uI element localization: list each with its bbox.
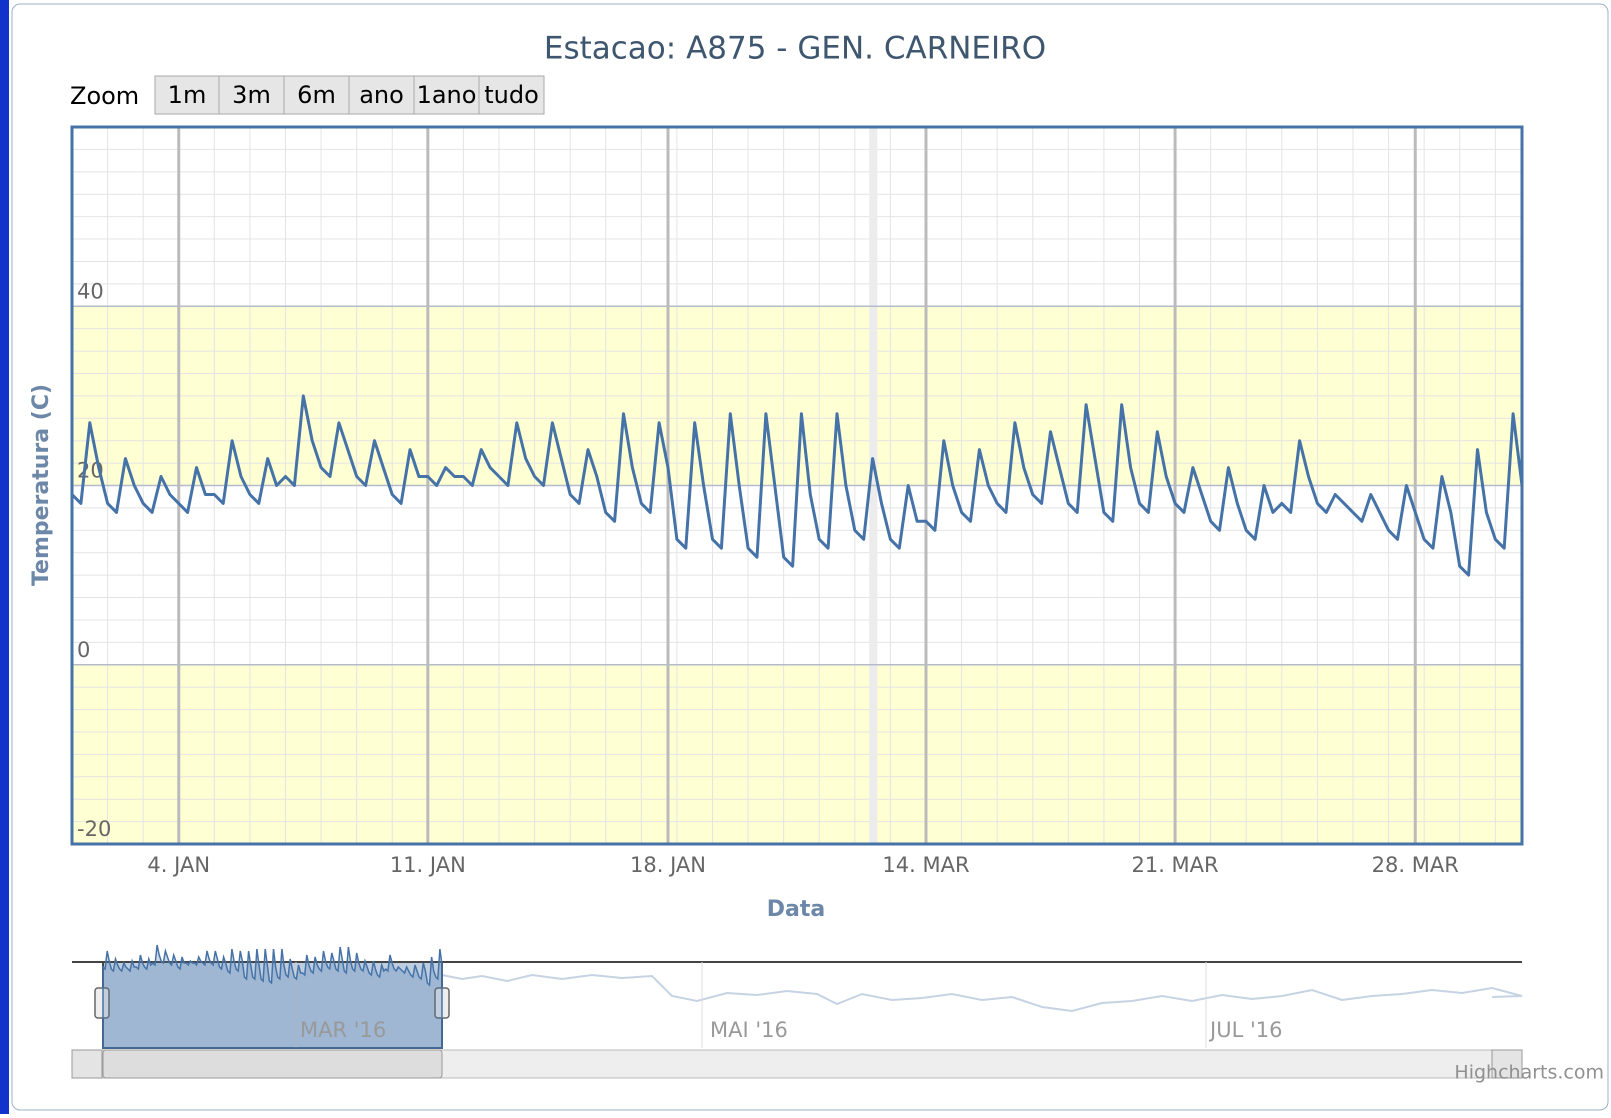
- navigator-bg: [72, 962, 1522, 1048]
- navigator-handle[interactable]: [94, 987, 110, 1019]
- zoom-button-label[interactable]: tudo: [484, 81, 539, 109]
- x-tick-label: 14. MAR: [882, 853, 969, 877]
- x-tick-label: 11. JAN: [390, 853, 466, 877]
- zoom-button-label[interactable]: 3m: [232, 81, 271, 109]
- plot-border: [70, 125, 1524, 846]
- x-axis-title: Data: [767, 897, 825, 922]
- y-tick-label: 0: [77, 638, 90, 662]
- x-tick-label: 28. MAR: [1372, 853, 1459, 877]
- navigator-line: [102, 944, 443, 1049]
- zoom-button-label[interactable]: 1ano: [417, 81, 477, 109]
- credits: Highcharts.com: [1454, 1062, 1604, 1084]
- window-edge: [0, 0, 9, 1114]
- navigator-label: MAI '16: [710, 1018, 788, 1042]
- zoom-button[interactable]: [478, 75, 545, 115]
- zoom-button[interactable]: [413, 75, 480, 115]
- y-axis-title: Temperatura (C): [29, 384, 54, 586]
- scrollbar-left-button[interactable]: [71, 1049, 103, 1079]
- y-tick-label: -20: [77, 817, 111, 841]
- zoom-label: Zoom: [70, 82, 139, 110]
- scrollbar-thumb[interactable]: [102, 1049, 443, 1079]
- data-line: [70, 394, 1524, 577]
- zoom-button-label[interactable]: 6m: [297, 81, 336, 109]
- navigator-label: JUL '16: [1208, 1018, 1282, 1042]
- y-tick-label: 40: [77, 279, 104, 303]
- navigator-label: MAR '16: [300, 1018, 386, 1042]
- zoom-button[interactable]: [348, 75, 415, 115]
- scrollbar-right-button[interactable]: [1491, 1049, 1523, 1079]
- navigator-context-line: [441, 973, 1523, 1013]
- x-tick-label: 4. JAN: [147, 853, 210, 877]
- zoom-button[interactable]: [218, 75, 285, 115]
- chart-title: Estacao: A875 - GEN. CARNEIRO: [544, 31, 1046, 67]
- x-tick-label: 21. MAR: [1131, 853, 1218, 877]
- zoom-button-label[interactable]: ano: [359, 81, 404, 109]
- zoom-button-label[interactable]: 1m: [168, 81, 207, 109]
- zoom-button[interactable]: [154, 75, 220, 115]
- x-tick-label: 18. JAN: [630, 853, 706, 877]
